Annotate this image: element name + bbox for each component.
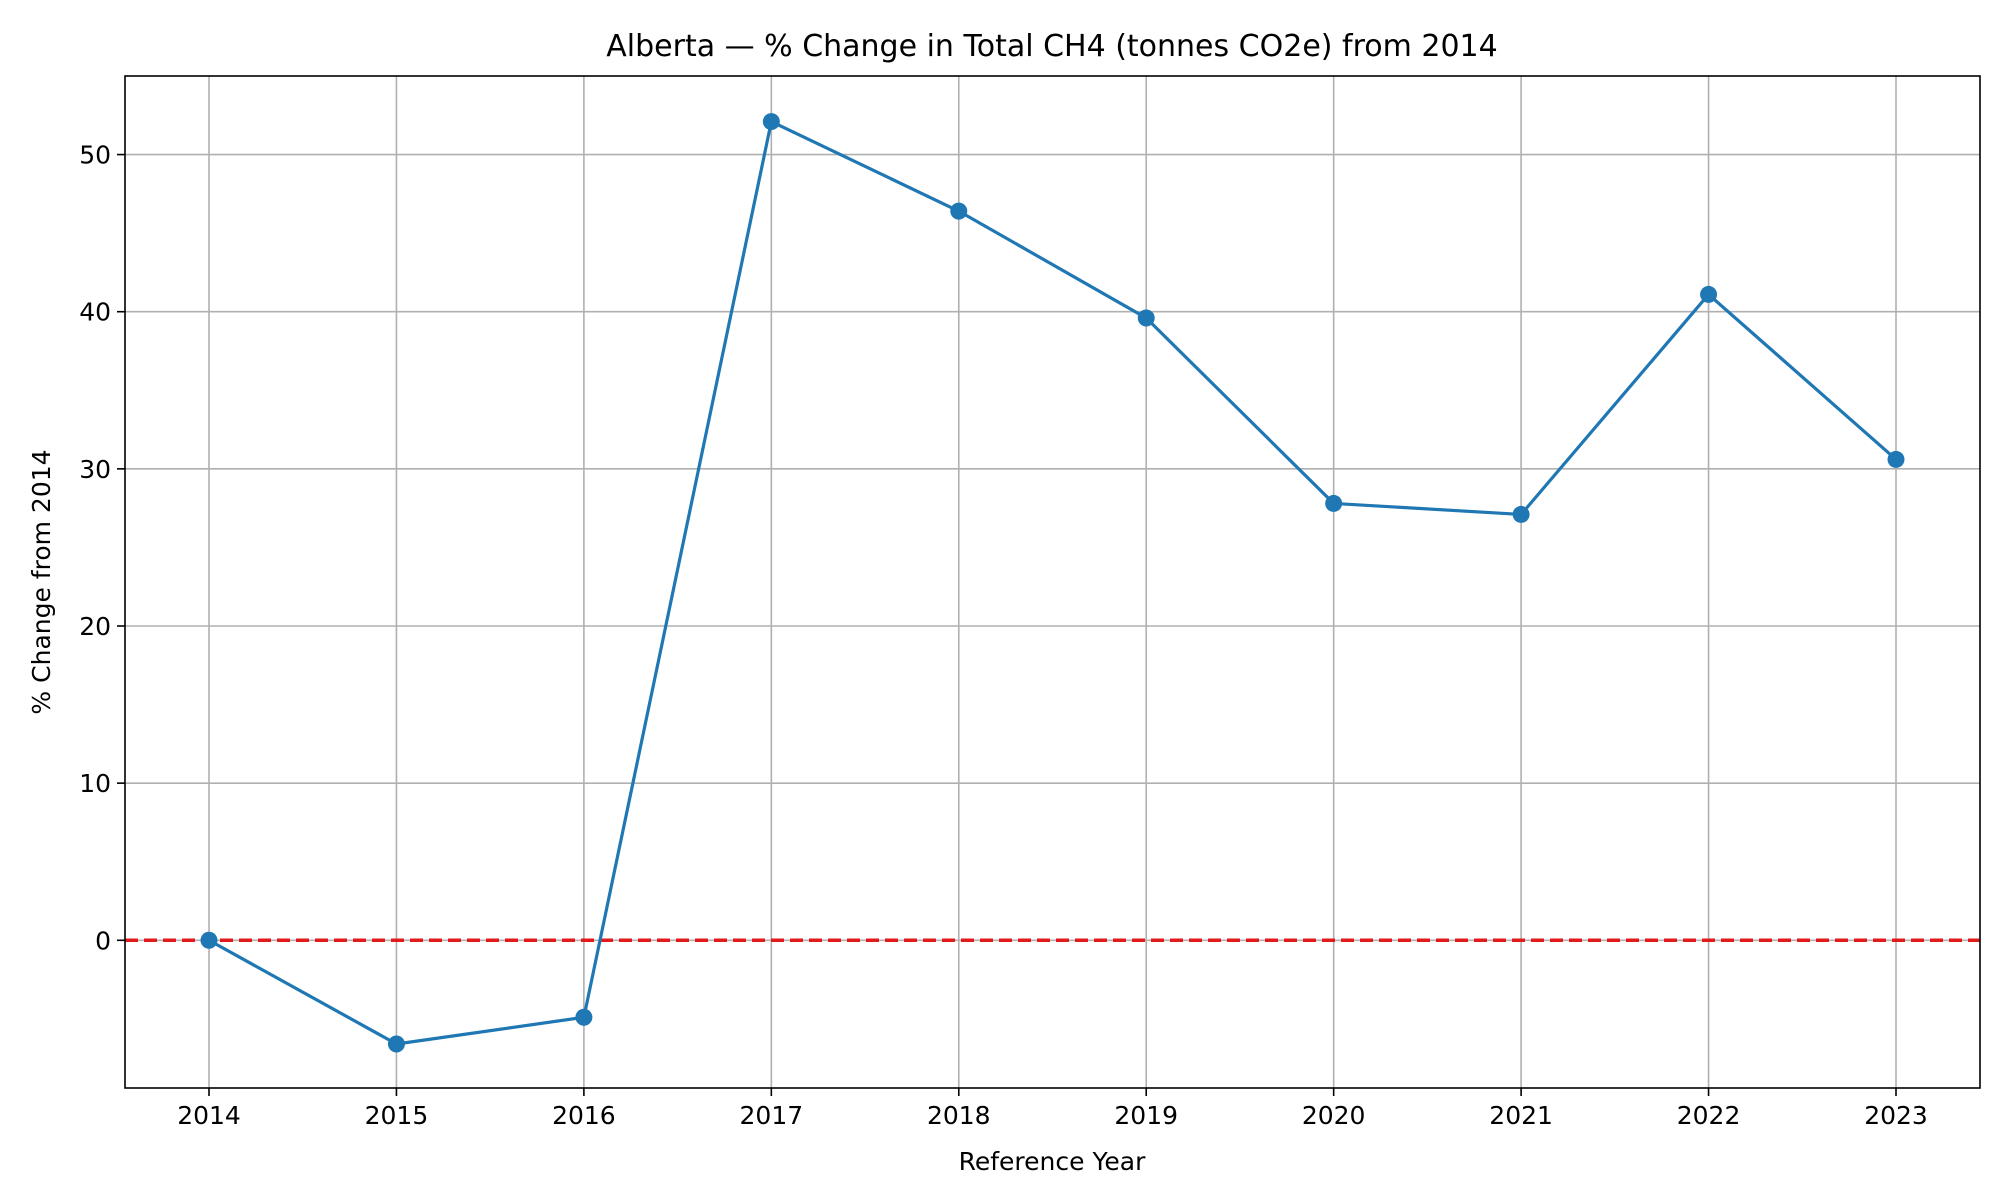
x-tick-label: 2018 xyxy=(927,1101,991,1130)
x-axis: 2014 2015 2016 2017 2018 2019 2020 2021 2022 2023 xyxy=(177,1088,1928,1130)
series-group xyxy=(200,113,1905,1053)
data-point xyxy=(1137,309,1155,327)
data-point xyxy=(1512,505,1530,523)
x-axis-label: Reference Year xyxy=(959,1147,1146,1176)
data-point xyxy=(950,202,968,220)
y-axis: 0 10 20 30 40 50 xyxy=(79,141,125,955)
data-point xyxy=(1700,285,1718,303)
x-tick-label: 2022 xyxy=(1677,1101,1741,1130)
data-point xyxy=(200,931,218,949)
data-point xyxy=(762,113,780,131)
x-tick-label: 2023 xyxy=(1864,1101,1928,1130)
data-point xyxy=(575,1008,593,1026)
x-tick-label: 2019 xyxy=(1114,1101,1178,1130)
data-point xyxy=(387,1035,405,1053)
x-tick-label: 2020 xyxy=(1302,1101,1366,1130)
y-tick-label: 10 xyxy=(79,769,111,798)
x-tick-label: 2014 xyxy=(177,1101,241,1130)
y-tick-label: 20 xyxy=(79,612,111,641)
x-tick-label: 2017 xyxy=(740,1101,804,1130)
grid xyxy=(125,76,1980,1088)
plot-frame xyxy=(124,75,1981,1089)
x-tick-label: 2021 xyxy=(1489,1101,1553,1130)
x-tick-label: 2015 xyxy=(365,1101,429,1130)
y-tick-label: 30 xyxy=(79,455,111,484)
data-point xyxy=(1887,450,1905,468)
y-axis-label: % Change from 2014 xyxy=(27,449,56,714)
series-line xyxy=(208,119,1898,1046)
y-tick-label: 40 xyxy=(79,298,111,327)
x-tick-label: 2016 xyxy=(552,1101,616,1130)
chart-title: Alberta — % Change in Total CH4 (tonnes … xyxy=(606,29,1497,64)
y-tick-label: 0 xyxy=(95,926,111,955)
data-point xyxy=(1325,494,1343,512)
y-tick-label: 50 xyxy=(79,141,111,170)
